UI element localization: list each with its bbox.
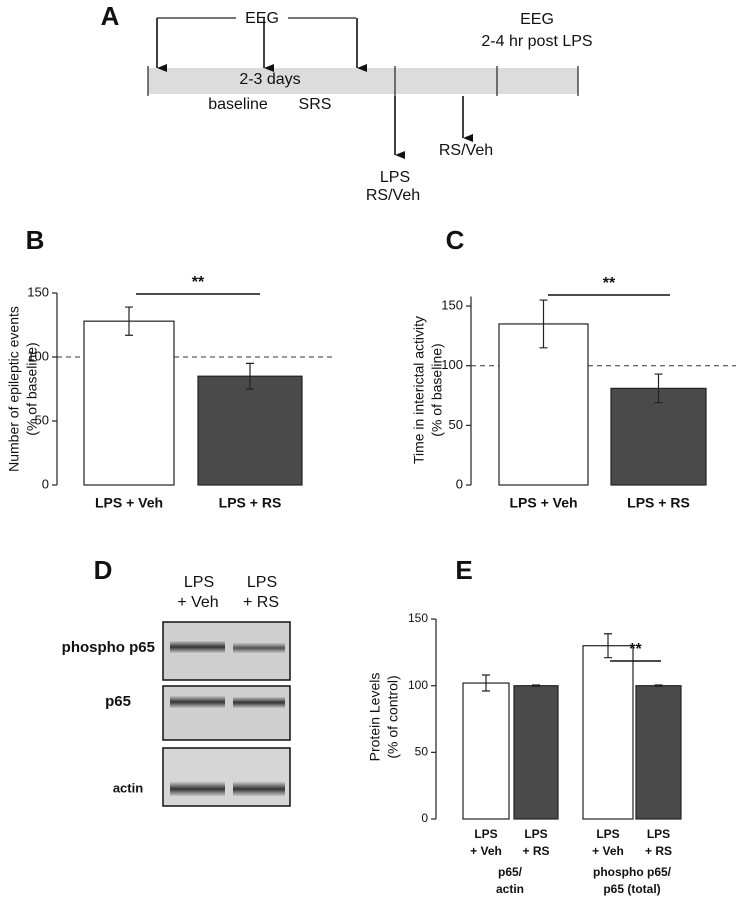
group-label: phospho p65/ xyxy=(593,865,672,879)
error-bar xyxy=(246,362,254,390)
baseline-label: baseline xyxy=(208,96,268,113)
error-bar xyxy=(482,674,490,692)
error-bar xyxy=(654,373,663,404)
significance-label: ** xyxy=(629,641,642,658)
panel-label: B xyxy=(26,225,45,255)
x-tick-label: LPS xyxy=(524,827,547,841)
eeg-label: EEG xyxy=(520,11,554,28)
row-label: p65 xyxy=(105,693,131,710)
error-bar xyxy=(654,684,663,687)
x-tick-label: + RS xyxy=(522,844,549,858)
panel-label: E xyxy=(455,555,472,585)
blot-band xyxy=(233,696,285,709)
timeline-ticks xyxy=(147,66,579,96)
significance-label: ** xyxy=(603,275,616,292)
blot-box xyxy=(162,685,291,741)
eeg-note: 2-4 hr post LPS xyxy=(481,33,592,50)
x-tick-label: LPS + RS xyxy=(627,495,690,511)
bar xyxy=(462,682,510,820)
error-bar xyxy=(125,306,133,336)
y-axis-label: Number of epileptic events xyxy=(6,306,22,472)
column-label: LPS xyxy=(247,574,277,591)
y-tick-label: 0 xyxy=(42,476,49,491)
group-label: p65/ xyxy=(498,865,523,879)
lps-label: LPS xyxy=(380,169,410,186)
y-axis-label: (% of baseline) xyxy=(24,342,40,435)
x-tick-label: LPS xyxy=(474,827,497,841)
group-label: actin xyxy=(496,882,524,896)
error-bar xyxy=(532,684,540,687)
x-tick-label: + RS xyxy=(645,844,672,858)
y-tick-label: 100 xyxy=(408,678,428,692)
blot-band xyxy=(170,640,225,654)
blot-band xyxy=(170,781,225,797)
row-label: phospho p65 xyxy=(62,639,155,656)
duration-label: 2-3 days xyxy=(239,71,300,88)
y-tick-label: 50 xyxy=(449,417,463,432)
column-label: + Veh xyxy=(177,594,218,611)
x-tick-label: LPS + Veh xyxy=(95,495,163,511)
y-axis-label: (% of baseline) xyxy=(429,343,445,436)
error-bar xyxy=(539,299,548,349)
y-tick-label: 50 xyxy=(35,412,49,427)
timeline-panel: A EEG 2-3 days baseline SRS LPS RS/Veh R… xyxy=(101,1,593,204)
panel-label: C xyxy=(446,225,465,255)
x-tick-label: LPS + Veh xyxy=(509,495,577,511)
y-axis-label: (% of control) xyxy=(385,675,401,758)
column-label: LPS xyxy=(184,574,214,591)
blot-band xyxy=(233,781,285,797)
y-axis-label: Protein Levels xyxy=(367,673,383,762)
y-axis-label: Time in interictal activity xyxy=(411,316,427,464)
group-label: p65 (total) xyxy=(603,882,660,896)
bar xyxy=(635,685,682,820)
panel-label: A xyxy=(101,1,120,31)
blot-box xyxy=(162,747,291,807)
timeline-bar xyxy=(148,68,578,94)
error-bar xyxy=(604,633,612,659)
y-tick-label: 100 xyxy=(27,348,49,363)
blot-band xyxy=(233,642,285,654)
blot-panel: D LPS + Veh LPS + RS phospho p65 p65 act… xyxy=(62,555,291,807)
srs-label: SRS xyxy=(299,96,332,113)
x-tick-label: + Veh xyxy=(470,844,502,858)
bar xyxy=(498,323,589,486)
blot-band xyxy=(170,695,225,709)
significance-label: ** xyxy=(192,274,205,291)
y-tick-label: 150 xyxy=(27,284,49,299)
x-tick-label: LPS xyxy=(596,827,619,841)
bar xyxy=(610,387,707,486)
treatment-label: RS/Veh xyxy=(439,142,493,159)
y-tick-label: 0 xyxy=(456,476,463,491)
y-tick-label: 150 xyxy=(408,611,428,625)
x-tick-label: + Veh xyxy=(592,844,624,858)
bar xyxy=(513,685,559,820)
x-tick-label: LPS xyxy=(647,827,670,841)
bar xyxy=(83,320,175,486)
treatment-label: RS/Veh xyxy=(366,187,420,204)
x-tick-label: LPS + RS xyxy=(219,495,282,511)
eeg-label: EEG xyxy=(245,10,279,27)
bar xyxy=(197,375,303,486)
row-label: actin xyxy=(113,780,143,795)
y-tick-label: 50 xyxy=(415,745,429,759)
bar xyxy=(582,645,634,820)
y-tick-label: 100 xyxy=(441,357,463,372)
y-tick-label: 0 xyxy=(421,811,428,825)
column-label: + RS xyxy=(243,594,279,611)
y-tick-label: 150 xyxy=(441,297,463,312)
label-bg xyxy=(236,9,288,27)
panel-label: D xyxy=(94,555,113,585)
